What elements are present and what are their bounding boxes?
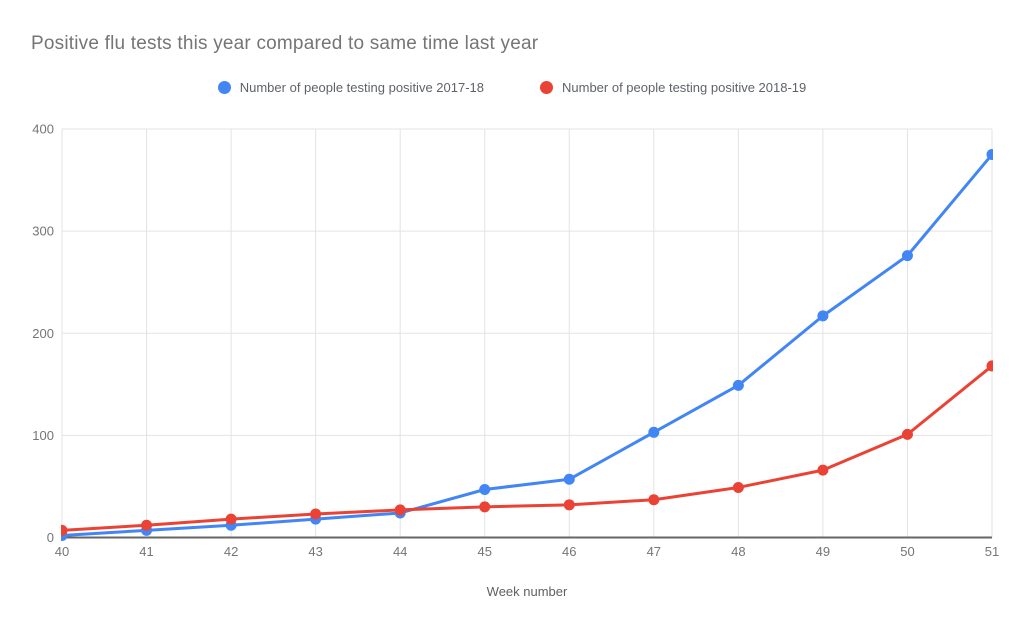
legend-swatch-icon [217, 81, 231, 94]
y-tick-label: 200 [32, 326, 54, 341]
x-tick-label: 46 [562, 544, 576, 559]
x-tick-label: 45 [477, 544, 491, 559]
data-point [563, 473, 575, 485]
x-tick-label: 41 [139, 544, 153, 559]
data-point [986, 149, 993, 161]
data-point [479, 501, 491, 513]
data-point [141, 519, 153, 531]
x-tick-label: 40 [55, 544, 69, 559]
y-tick-label: 0 [47, 530, 54, 545]
legend-label: Number of people testing positive 2018-1… [562, 80, 807, 95]
data-point [986, 360, 993, 372]
data-point [732, 379, 744, 391]
series-line [61, 153, 993, 537]
series-2018-19 [61, 360, 993, 536]
data-point [61, 524, 68, 536]
legend-item-2018-19: Number of people testing positive 2018-1… [540, 80, 806, 95]
series-2017-18 [61, 149, 993, 541]
data-point [563, 499, 575, 511]
chart-title: Positive flu tests this year compared to… [31, 33, 539, 54]
data-point [648, 494, 660, 506]
legend-label: Number of people testing positive 2017-1… [239, 80, 484, 95]
legend-item-2017-18: Number of people testing positive 2017-1… [217, 80, 484, 95]
data-point [648, 426, 660, 438]
x-tick-label: 43 [308, 544, 322, 559]
data-point [817, 464, 829, 476]
x-tick-label: 44 [393, 544, 407, 559]
chart-legend: Number of people testing positive 2017-1… [0, 80, 1024, 95]
data-point [310, 508, 322, 520]
data-point [479, 484, 491, 496]
series-line [61, 364, 993, 532]
y-tick-label: 400 [32, 122, 54, 137]
x-tick-label: 48 [731, 544, 745, 559]
data-point [901, 250, 913, 262]
y-tick-label: 300 [32, 224, 54, 239]
data-point [394, 504, 406, 516]
x-tick-label: 42 [224, 544, 238, 559]
y-tick-label: 100 [32, 428, 54, 443]
data-point [817, 310, 829, 322]
data-point [225, 513, 237, 525]
legend-swatch-icon [540, 81, 553, 94]
data-point [901, 428, 913, 440]
x-tick-label: 47 [647, 544, 661, 559]
x-tick-label: 50 [900, 544, 914, 559]
x-tick-label: 51 [985, 544, 999, 559]
data-point [732, 481, 744, 493]
x-axis-title: Week number [486, 584, 568, 599]
x-tick-label: 49 [816, 544, 830, 559]
